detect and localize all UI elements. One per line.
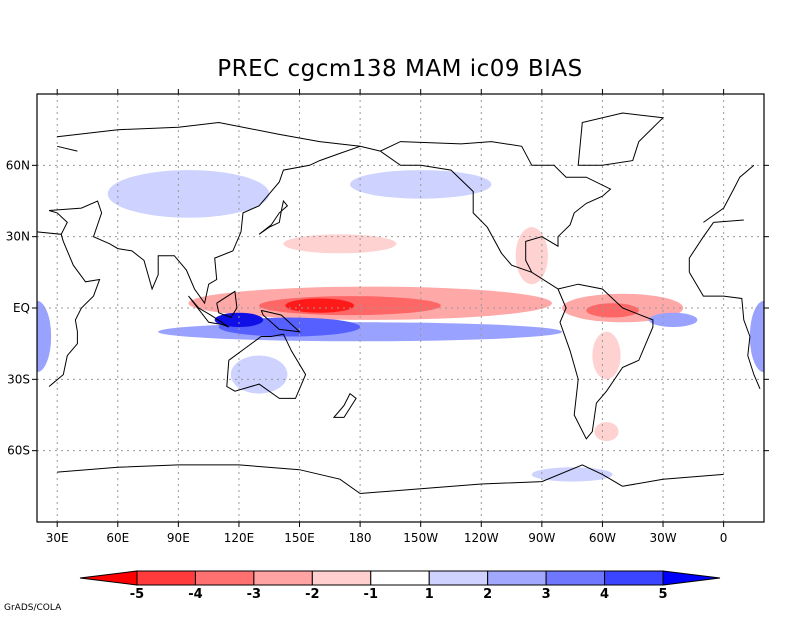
- y-tick-label-30N: 30N: [6, 230, 30, 244]
- x-tick-label-90E: 90E: [167, 531, 190, 545]
- coastline-9: [258, 199, 289, 235]
- colorbar-label-6: 2: [483, 587, 492, 602]
- coastline-6: [188, 295, 230, 328]
- colorbar-label-7: 3: [542, 587, 551, 602]
- colorbar: -5 -4 -3 -2 -1 1 2 3 4 5: [79, 570, 721, 602]
- coastlines: [37, 112, 761, 495]
- page-title: PREC cgcm138 MAM ic09 BIAS: [217, 56, 583, 82]
- colorbar-swatch-8: [604, 570, 664, 586]
- x-tick-label-120W: 120W: [464, 531, 499, 545]
- x-tick-label-0: 0: [720, 531, 728, 545]
- wet-bias-region-2: [285, 298, 355, 313]
- coastline-3: [688, 222, 714, 273]
- colorbar-swatch-4: [370, 570, 430, 586]
- dry-bias-region-15: [37, 300, 52, 373]
- colorbar-label-1: -4: [188, 587, 202, 602]
- x-tick-label-150E: 150E: [284, 531, 315, 545]
- coastline-0: [57, 121, 381, 152]
- colorbar-swatch-6: [487, 570, 547, 586]
- x-tick-label-120E: 120E: [224, 531, 255, 545]
- coastline-8: [260, 309, 301, 333]
- coastline-12: [380, 141, 612, 273]
- dry-bias-region-17: [531, 467, 613, 482]
- y-tick-label-EQ: EQ: [13, 301, 30, 315]
- y-axis: 60N 30N EQ 30S 60S: [6, 158, 769, 458]
- y-tick-label-60N: 60N: [6, 158, 30, 172]
- wet-bias-region-5: [515, 227, 548, 285]
- colorbar-label-2: -3: [247, 587, 261, 602]
- colorbar-low-arrow: [79, 570, 138, 586]
- x-tick-label-150W: 150W: [403, 531, 438, 545]
- colorbar-label-3: -2: [305, 587, 319, 602]
- footer-credit: GrADS/COLA: [4, 603, 62, 613]
- coastline-13: [577, 112, 665, 166]
- colorbar-swatch-7: [545, 570, 606, 586]
- coastline-4: [48, 234, 761, 389]
- colorbar-swatch-1: [194, 570, 255, 586]
- y-tick-label-30S: 30S: [7, 372, 30, 386]
- coastline-14: [57, 464, 724, 495]
- colorbar-swatch-3: [311, 570, 372, 586]
- colorbar-label-0: -5: [130, 587, 144, 602]
- coastline-10: [332, 392, 357, 418]
- coastline-2: [37, 145, 744, 305]
- coastline-11: [380, 150, 654, 440]
- dry-bias-region-12: [107, 170, 270, 218]
- bias-region-wrap-15: [749, 300, 764, 373]
- x-tick-label-30E: 30E: [46, 531, 69, 545]
- dry-bias-region-9: [158, 322, 563, 342]
- coastline-5: [226, 333, 307, 399]
- colorbar-label-9: 5: [658, 587, 667, 602]
- x-tick-label-30W: 30W: [649, 531, 676, 545]
- colorbar-swatch-5: [428, 570, 489, 586]
- wet-bias-region-4: [586, 303, 639, 318]
- colorbar-label-5: 1: [425, 587, 434, 602]
- dry-bias-region-16: [230, 355, 288, 394]
- colorbar-swatch-2: [253, 570, 313, 586]
- x-tick-label-90W: 90W: [528, 531, 555, 545]
- colorbar-label-4: -1: [364, 587, 378, 602]
- wet-bias-region-7: [283, 234, 397, 254]
- x-tick-label-60W: 60W: [589, 531, 616, 545]
- y-tick-label-60S: 60S: [7, 444, 30, 458]
- wet-bias-region-6: [592, 331, 621, 380]
- x-axis: 30E 60E 90E 120E 150E 180 150W 120W 90W 60W 30W 0: [46, 89, 728, 545]
- x-tick-label-60E: 60E: [106, 531, 129, 545]
- gridlines: [37, 94, 764, 522]
- coastline-1: [57, 145, 755, 223]
- wet-bias-region-8: [594, 422, 619, 442]
- coastline-7: [216, 290, 238, 319]
- colorbar-label-8: 4: [600, 587, 609, 602]
- colorbar-high-arrow: [662, 570, 721, 586]
- dry-bias-region-14: [648, 312, 698, 328]
- x-tick-label-180: 180: [349, 531, 372, 545]
- colorbar-swatch-0: [136, 570, 196, 586]
